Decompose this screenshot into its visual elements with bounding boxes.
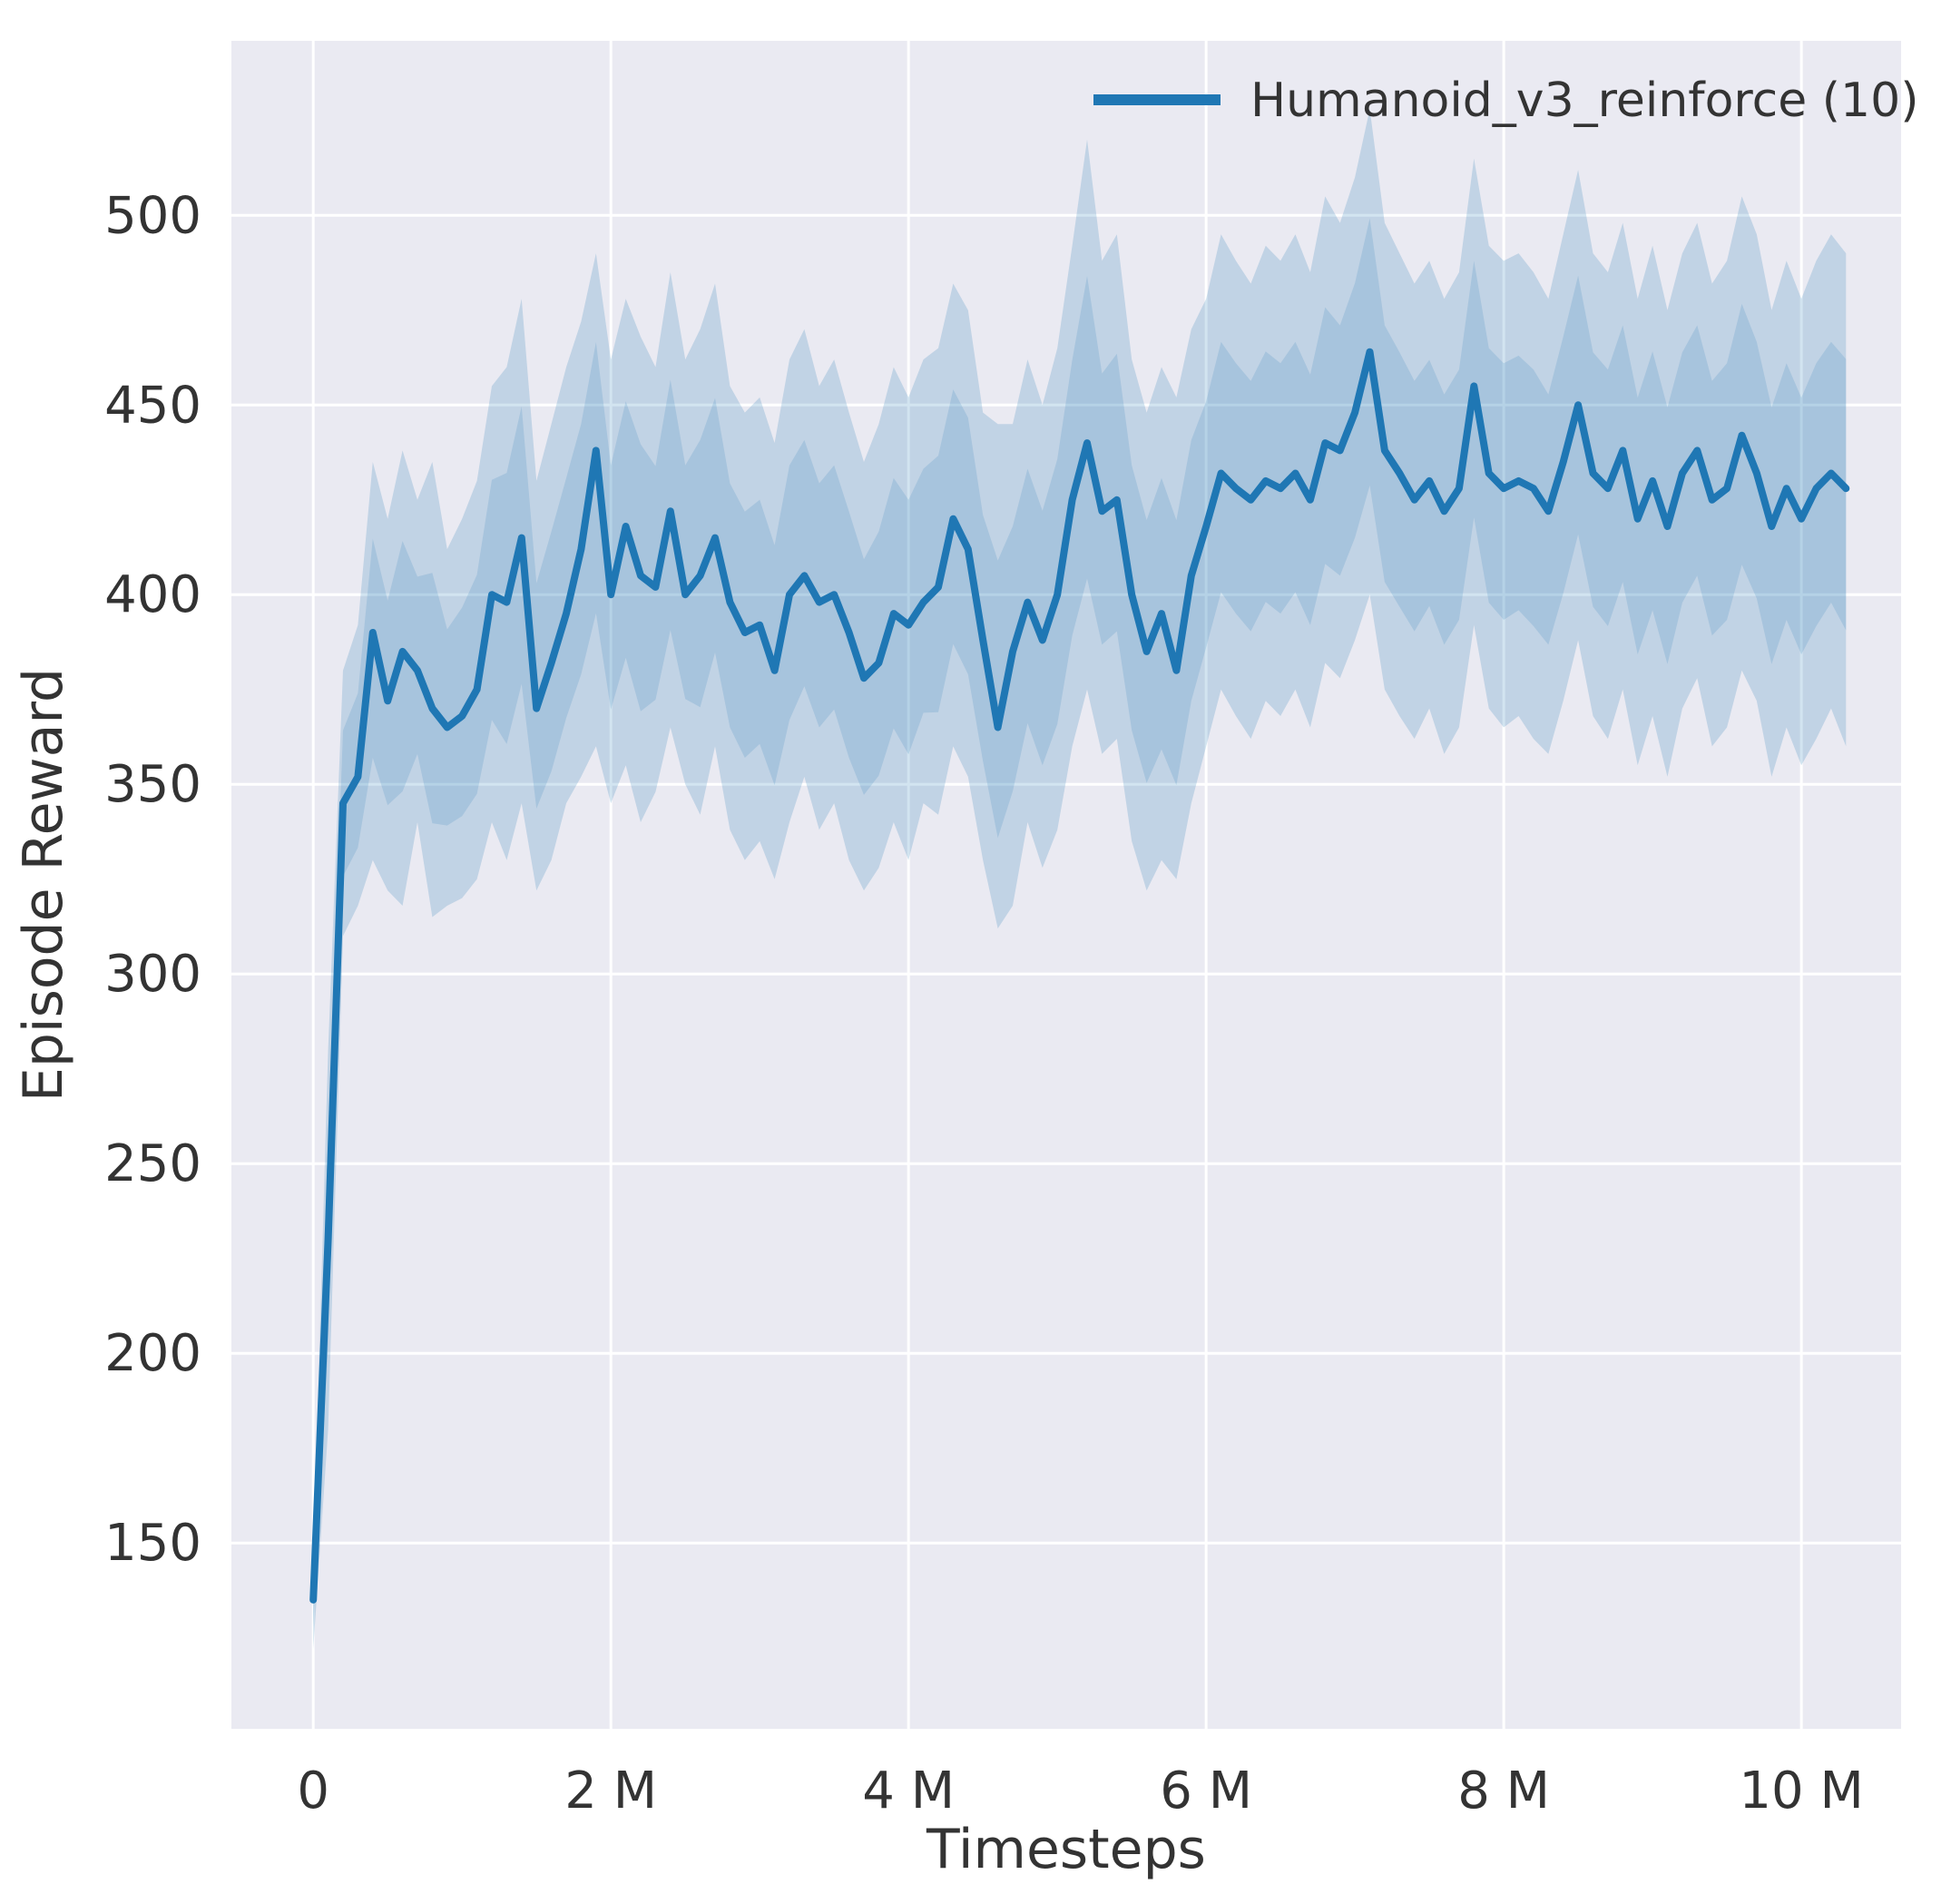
x-tick-label: 6 M xyxy=(1160,1762,1252,1821)
x-tick-label: 10 M xyxy=(1739,1762,1863,1821)
x-tick-label: 0 xyxy=(297,1762,329,1821)
y-tick-label: 150 xyxy=(104,1514,201,1573)
y-axis-label: Episode Reward xyxy=(12,668,75,1102)
x-tick-label: 2 M xyxy=(564,1762,657,1821)
x-axis-label: Timesteps xyxy=(926,1818,1206,1881)
y-tick-label: 400 xyxy=(104,565,201,624)
grid-lines xyxy=(231,41,1901,1729)
x-tick-label: 8 M xyxy=(1457,1762,1550,1821)
y-tick-label: 250 xyxy=(104,1134,201,1193)
x-tick-label: 4 M xyxy=(862,1762,955,1821)
plot-background xyxy=(231,41,1901,1729)
legend: Humanoid_v3_reinforce (10) xyxy=(1093,74,1919,128)
y-tick-label: 450 xyxy=(104,376,201,435)
series-line xyxy=(309,348,1850,1604)
y-tick-label: 300 xyxy=(104,945,201,1004)
y-tick-label: 350 xyxy=(104,755,201,814)
mean-reward-line xyxy=(309,348,1850,1604)
tick-labels: 0 2 M 4 M 6 M 8 M 10 M 150 200 250 300 350 400 450 50… xyxy=(104,186,1864,1821)
legend-label: Humanoid_v3_reinforce (10) xyxy=(1250,74,1919,128)
confidence-band-inner xyxy=(313,218,1847,1627)
y-tick-label: 200 xyxy=(104,1324,201,1383)
y-tick-label: 500 xyxy=(104,186,201,245)
series-band xyxy=(313,109,1847,1650)
confidence-band-outer xyxy=(313,109,1847,1650)
